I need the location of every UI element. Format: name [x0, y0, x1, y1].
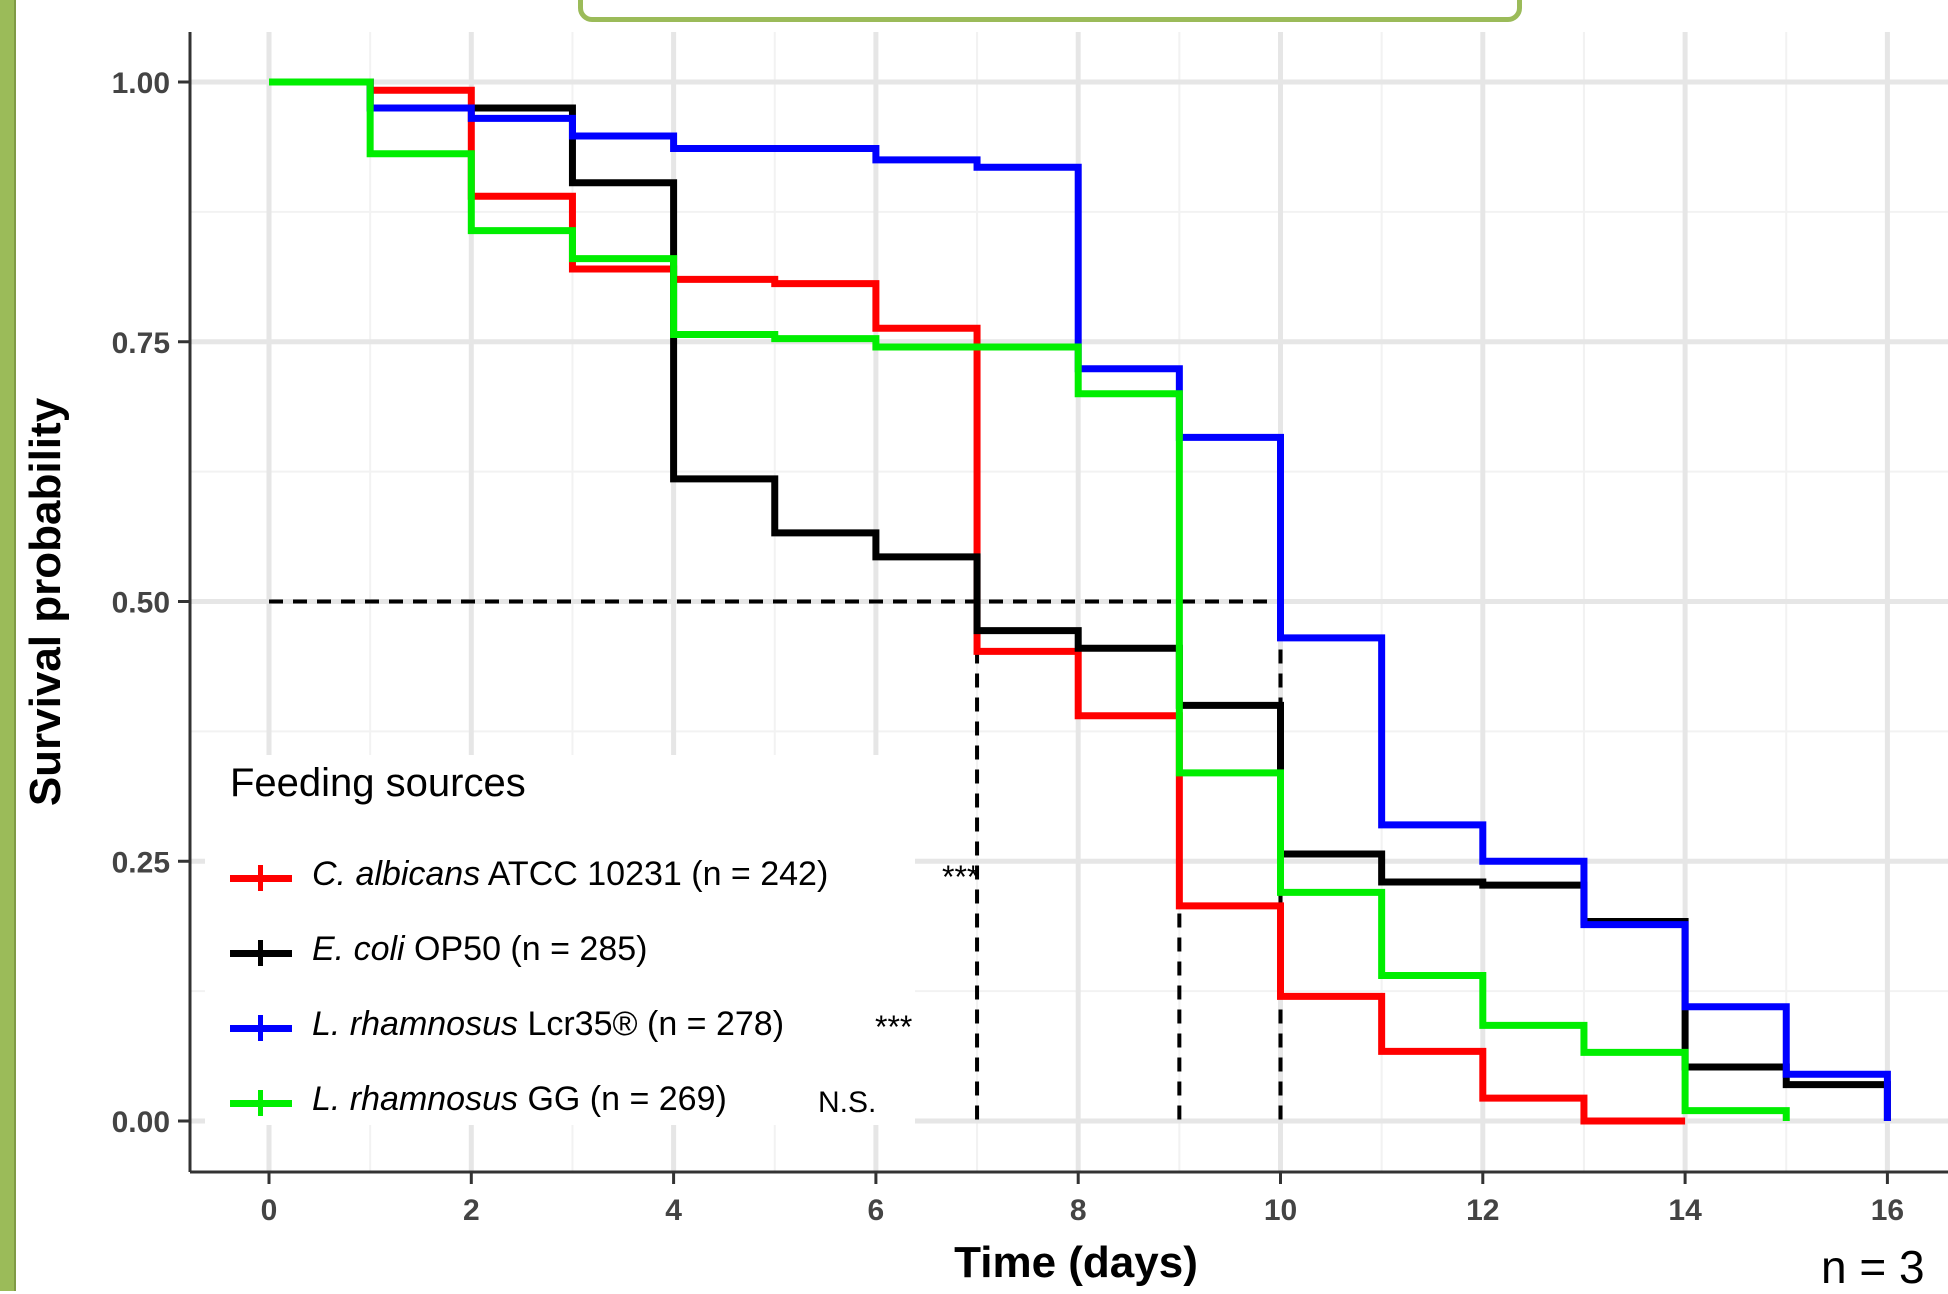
x-tick-label: 0 [261, 1194, 278, 1227]
y-axis-title: Survival probability [21, 397, 70, 806]
y-tick-label: 0.25 [112, 846, 170, 879]
x-tick-label: 14 [1668, 1194, 1702, 1227]
x-tick-label: 2 [463, 1194, 480, 1227]
legend-key-c-albicans [230, 859, 292, 895]
legend-item-c-albicans: C. albicans ATCC 10231 (n = 242) *** [230, 847, 979, 907]
x-tick-label: 10 [1264, 1194, 1297, 1227]
survival-curve-series-2 [269, 78, 1891, 1121]
legend-text-l-rhamnosus-gg: GG (n = 269) [518, 1080, 727, 1118]
legend-label-e-coli: E. coli OP50 (n = 285) [312, 930, 647, 969]
legend-species-l-rhamnosus-gg: L. rhamnosus [312, 1080, 518, 1118]
legend: Feeding sources C. albicans ATCC 10231 (… [205, 755, 979, 1125]
y-tick-label: 1.00 [112, 67, 170, 100]
legend-species-e-coli: E. coli [312, 930, 405, 968]
survival-curve-series-3 [269, 78, 1790, 1121]
legend-item-l-rhamnosus-lcr35: L. rhamnosus Lcr35® (n = 278) *** [230, 997, 930, 1057]
survival-curve-series-0 [269, 78, 1686, 1125]
x-tick-label: 8 [1070, 1194, 1087, 1227]
x-tick-label: 12 [1466, 1194, 1499, 1227]
replicate-count-note: n = 3 [1821, 1241, 1925, 1293]
x-tick-label: 4 [665, 1194, 682, 1227]
legend-label-c-albicans: C. albicans ATCC 10231 (n = 242) [312, 855, 828, 894]
y-tick-label: 0.75 [112, 327, 170, 360]
significance-l-rhamnosus-lcr35: *** [875, 1009, 913, 1045]
axis-ticks: 0 2 4 6 8 10 12 14 16 0.00 0.25 0.50 0.75 1.00 [112, 67, 1904, 1227]
y-tick-label: 0.50 [112, 587, 170, 620]
legend-item-l-rhamnosus-gg: L. rhamnosus GG (n = 269) N.S. [230, 1072, 930, 1132]
legend-text-e-coli: OP50 (n = 285) [404, 930, 648, 968]
x-tick-label: 6 [868, 1194, 885, 1227]
legend-label-l-rhamnosus-gg: L. rhamnosus GG (n = 269) [312, 1080, 727, 1119]
legend-key-l-rhamnosus-gg [230, 1084, 292, 1120]
y-tick-label: 0.00 [112, 1106, 170, 1139]
legend-key-l-rhamnosus-lcr35 [230, 1009, 292, 1045]
left-frame-bar [0, 0, 16, 1291]
top-frame-box [578, 0, 1522, 22]
median-reference-lines [269, 599, 1283, 1121]
survival-curves [269, 78, 1891, 1125]
legend-species-c-albicans: C. albicans [312, 855, 481, 893]
legend-text-l-rhamnosus-lcr35: Lcr35® (n = 278) [518, 1005, 785, 1043]
significance-l-rhamnosus-gg: N.S. [818, 1086, 877, 1119]
legend-label-l-rhamnosus-lcr35: L. rhamnosus Lcr35® (n = 278) [312, 1005, 784, 1044]
legend-species-l-rhamnosus-lcr35: L. rhamnosus [312, 1005, 518, 1043]
x-tick-label: 16 [1871, 1194, 1904, 1227]
x-axis-title: Time (days) [954, 1238, 1198, 1287]
legend-key-e-coli [230, 934, 292, 970]
significance-c-albicans: *** [942, 859, 980, 895]
legend-item-e-coli: E. coli OP50 (n = 285) [230, 922, 930, 982]
legend-title: Feeding sources [230, 761, 526, 805]
legend-text-c-albicans: ATCC 10231 (n = 242) [480, 855, 829, 893]
